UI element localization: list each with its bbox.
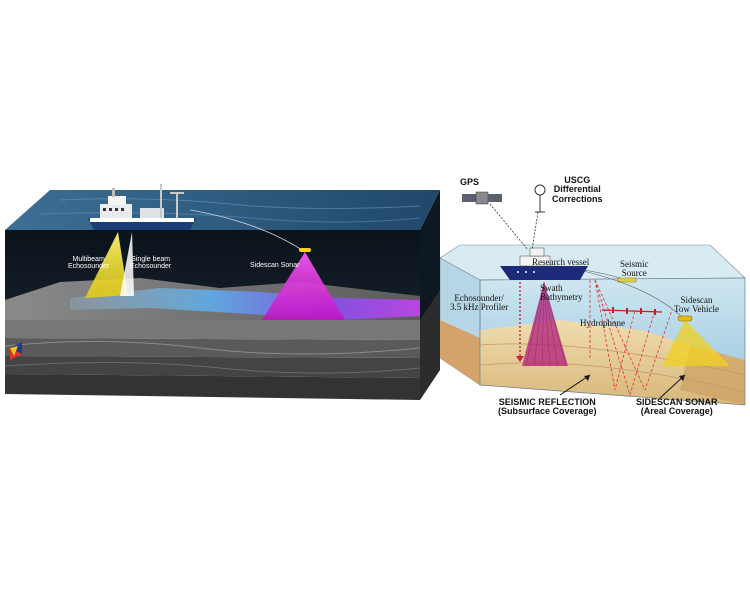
sidescan-beam (262, 252, 345, 320)
right-survey-block-diagram: GPS USCG Differential Corrections Resear… (440, 170, 750, 440)
gps-label: GPS (460, 177, 480, 187)
research-vessel-label: Research vessel (532, 257, 590, 267)
tow-cable (189, 209, 306, 253)
left-survey-block-diagram: Multibeam Echosounder Single beam Echoso… (0, 170, 440, 430)
sidescan-sonar-label: Sidescan Sonar (250, 262, 300, 269)
right-diagram-graphic (440, 184, 746, 406)
sidescan-coverage (662, 320, 730, 366)
multibeam-beam (85, 232, 128, 298)
sidescan-callout-arrow (659, 374, 686, 399)
sediment-layer-1 (5, 320, 420, 340)
seismic-source-device (617, 277, 637, 283)
sea-surface-face (440, 244, 746, 281)
sidescan-towfish (299, 248, 311, 252)
swath-bathymetry-label: Swath Bathymetry (540, 283, 583, 303)
sidescan-tow-vehicle (677, 315, 693, 322)
research-ship (88, 184, 196, 230)
uscg-corrections-label: USCG Differential Corrections (552, 175, 603, 204)
sidescan-sonar-caption: SIDESCAN SONAR (Areal Coverage) (636, 397, 718, 417)
uscg-signal (531, 211, 539, 251)
gps-signal (489, 203, 529, 251)
sediment-side-face (420, 290, 440, 400)
research-vessel (500, 247, 588, 280)
sediment-layer-4 (5, 374, 420, 400)
seismic-source-label: Seismic Source (620, 259, 649, 279)
hydrophone-label: Hydrophone (580, 318, 625, 328)
left-diagram-graphic (4, 184, 440, 400)
seismic-reflection-caption: SEISMIC REFLECTION (Subsurface Coverage) (498, 397, 597, 417)
echosounder-profiler-label: Echosounder/ 3.5 kHz Profiler (450, 293, 509, 313)
institution-logo (10, 342, 22, 360)
multibeam-echosounder-label: Multibeam Echosounder (68, 256, 110, 271)
single-beam (120, 232, 134, 296)
uscg-antenna (534, 184, 546, 213)
single-beam-echosounder-label: Single beam Echosounder (130, 256, 172, 271)
seismic-reflection-rays (589, 279, 673, 397)
gps-satellite (462, 191, 502, 205)
sediment-left-face (440, 320, 480, 385)
sediment-layer-2 (5, 338, 420, 358)
swath-bathymetry-beam (522, 282, 568, 366)
seismic-callout-arrow (559, 374, 591, 396)
sidescan-tow-vehicle-label: Sidescan Tow Vehicle (674, 295, 719, 315)
sea-surface (5, 190, 440, 230)
